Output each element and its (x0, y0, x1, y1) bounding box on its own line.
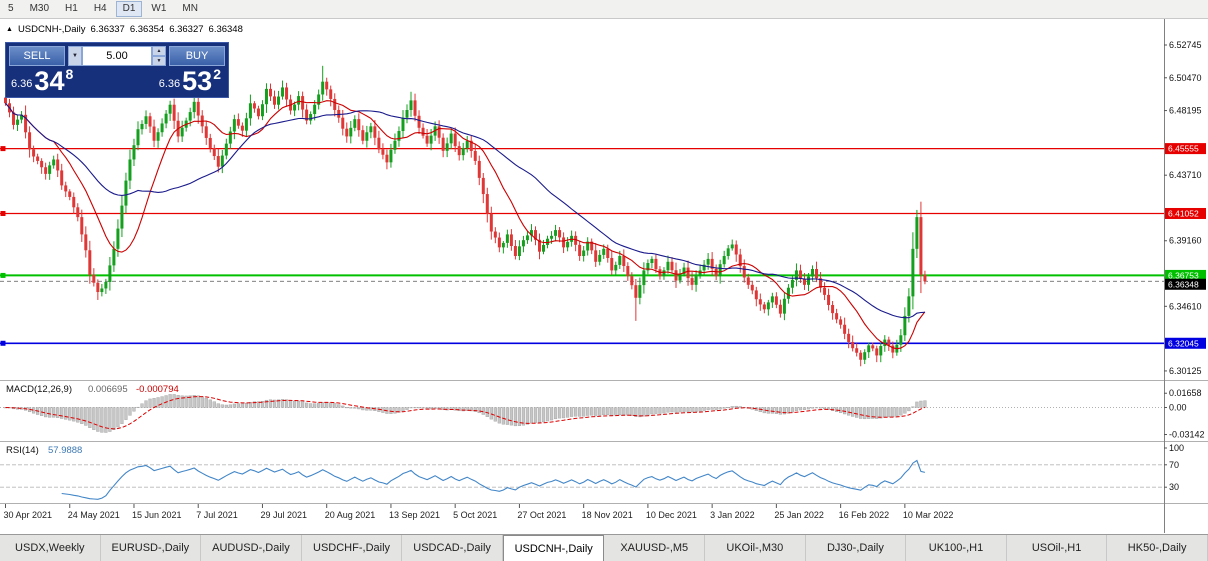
svg-text:3 Jan 2022: 3 Jan 2022 (710, 510, 755, 520)
tab-usdcnh-daily[interactable]: USDCNH-,Daily (502, 535, 605, 561)
tab-ukoil-m30[interactable]: UKOil-,M30 (705, 535, 806, 561)
symbol-triangle-icon[interactable]: ▲ (6, 26, 13, 33)
svg-text:0.01658: 0.01658 (1169, 388, 1202, 398)
svg-text:6.45555: 6.45555 (1168, 144, 1199, 154)
svg-text:6.36348: 6.36348 (1168, 279, 1199, 289)
svg-text:13 Sep 2021: 13 Sep 2021 (389, 510, 440, 520)
timeframe-toolbar: 5 M30 H1 H4 D1 W1 MN (0, 0, 1208, 19)
buy-price-display[interactable]: 6.36 53 2 (158, 66, 221, 96)
ohlc-high-value: 6.36354 (129, 24, 165, 35)
chart-tabbar: USDX,Weekly EURUSD-,Daily AUDUSD-,Daily USD… (0, 534, 1208, 561)
tab-usdx-weekly[interactable]: USDX,Weekly (0, 535, 101, 561)
buy-price-pipette: 2 (213, 66, 221, 82)
svg-text:-0.000794: -0.000794 (136, 384, 179, 395)
tab-usdchf-daily[interactable]: USDCHF-,Daily (302, 535, 403, 561)
svg-text:30 Apr 2021: 30 Apr 2021 (4, 510, 53, 520)
svg-text:70: 70 (1169, 460, 1179, 470)
svg-text:RSI(14): RSI(14) (6, 445, 39, 456)
tab-hk50-daily[interactable]: HK50-,Daily (1107, 535, 1208, 561)
symbol-timeframe-label: USDCNH-,Daily (17, 24, 86, 35)
svg-text:16 Feb 2022: 16 Feb 2022 (839, 510, 890, 520)
buy-price-big-digits: 53 (182, 66, 213, 96)
svg-text:6.52745: 6.52745 (1169, 40, 1202, 50)
svg-text:6.39160: 6.39160 (1169, 236, 1202, 246)
svg-text:6.34610: 6.34610 (1169, 301, 1202, 311)
timeframe-button-h4[interactable]: H4 (87, 1, 114, 17)
svg-text:6.41052: 6.41052 (1168, 208, 1199, 218)
sell-button[interactable]: SELL (9, 46, 65, 66)
trade-prices-row: 6.36 34 8 6.36 53 2 (9, 66, 225, 96)
svg-text:15 Jun 2021: 15 Jun 2021 (132, 510, 182, 520)
volume-decrease-button[interactable]: ▼ (152, 56, 166, 66)
svg-text:18 Nov 2021: 18 Nov 2021 (582, 510, 633, 520)
svg-text:24 May 2021: 24 May 2021 (68, 510, 120, 520)
timeframe-button-m30[interactable]: M30 (23, 1, 56, 17)
volume-increase-button[interactable]: ▲ (152, 46, 166, 56)
buy-button[interactable]: BUY (169, 46, 225, 66)
chart-symbol-header: ▲ USDCNH-,Daily 6.36337 6.36354 6.36327 … (6, 24, 243, 35)
volume-input[interactable] (82, 46, 152, 66)
svg-text:20 Aug 2021: 20 Aug 2021 (325, 510, 376, 520)
sell-price-big-digits: 34 (34, 66, 65, 96)
tab-dj30-daily[interactable]: DJ30-,Daily (806, 535, 907, 561)
one-click-trading-panel: SELL ▼ ▲ ▼ BUY 6.36 34 8 6.36 53 2 (5, 42, 229, 98)
svg-text:0.00: 0.00 (1169, 403, 1187, 413)
ohlc-open-value: 6.36337 (90, 24, 125, 35)
svg-text:-0.03142: -0.03142 (1169, 430, 1205, 440)
svg-text:10 Dec 2021: 10 Dec 2021 (646, 510, 697, 520)
svg-text:6.36753: 6.36753 (1168, 270, 1199, 280)
sell-price-display[interactable]: 6.36 34 8 (11, 66, 74, 96)
tab-usoil-h1[interactable]: USOil-,H1 (1007, 535, 1108, 561)
timeframe-button-5[interactable]: 5 (1, 1, 21, 17)
svg-text:100: 100 (1169, 443, 1184, 453)
timeframe-button-mn[interactable]: MN (175, 1, 205, 17)
svg-text:30: 30 (1169, 482, 1179, 492)
svg-text:6.32045: 6.32045 (1168, 338, 1199, 348)
tab-xauusd-m5[interactable]: XAUUSD-,M5 (604, 535, 706, 561)
timeframe-button-w1[interactable]: W1 (144, 1, 173, 17)
volume-dropdown-button[interactable]: ▼ (68, 46, 82, 66)
svg-text:6.30125: 6.30125 (1169, 366, 1202, 376)
ohlc-low-value: 6.36327 (169, 24, 204, 35)
timeframe-button-h1[interactable]: H1 (58, 1, 85, 17)
buy-price-prefix: 6.36 (158, 78, 181, 90)
svg-text:27 Oct 2021: 27 Oct 2021 (517, 510, 566, 520)
svg-text:7 Jul 2021: 7 Jul 2021 (196, 510, 238, 520)
timeframe-button-d1[interactable]: D1 (115, 1, 143, 17)
tab-eurusd-daily[interactable]: EURUSD-,Daily (101, 535, 202, 561)
svg-text:6.48195: 6.48195 (1169, 106, 1202, 116)
volume-control: ▼ ▲ ▼ (68, 46, 166, 66)
svg-text:MACD(12,26,9): MACD(12,26,9) (6, 384, 72, 395)
svg-text:6.43710: 6.43710 (1169, 170, 1202, 180)
tab-usdcad-daily[interactable]: USDCAD-,Daily (402, 535, 503, 561)
svg-text:57.9888: 57.9888 (48, 445, 82, 456)
svg-text:29 Jul 2021: 29 Jul 2021 (260, 510, 307, 520)
tab-audusd-daily[interactable]: AUDUSD-,Daily (201, 535, 302, 561)
svg-text:5 Oct 2021: 5 Oct 2021 (453, 510, 497, 520)
svg-text:0.006695: 0.006695 (88, 384, 128, 395)
svg-text:6.50470: 6.50470 (1169, 73, 1202, 83)
sell-price-pipette: 8 (65, 66, 74, 82)
tab-uk100-h1[interactable]: UK100-,H1 (906, 535, 1007, 561)
svg-text:10 Mar 2022: 10 Mar 2022 (903, 510, 954, 520)
trade-controls-row: SELL ▼ ▲ ▼ BUY (9, 46, 225, 66)
volume-spinner: ▲ ▼ (152, 46, 166, 66)
sell-price-prefix: 6.36 (11, 78, 33, 90)
ohlc-close-value: 6.36348 (208, 24, 243, 35)
svg-text:25 Jan 2022: 25 Jan 2022 (774, 510, 824, 520)
